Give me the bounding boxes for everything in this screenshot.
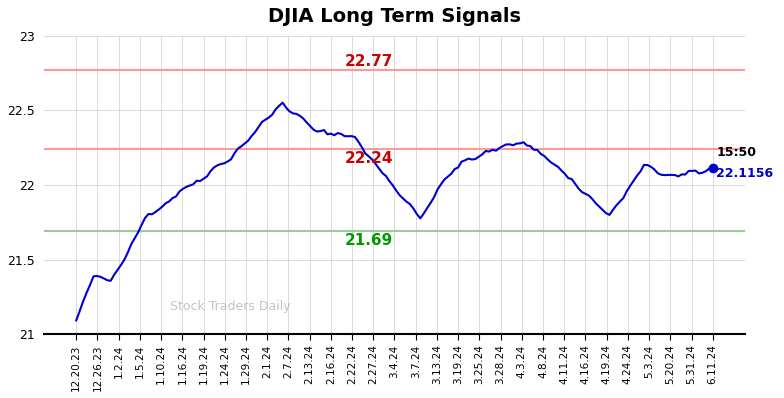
Text: 21.69: 21.69	[345, 233, 394, 248]
Text: 22.24: 22.24	[345, 150, 394, 166]
Text: Stock Traders Daily: Stock Traders Daily	[170, 300, 291, 313]
Text: 15:50: 15:50	[716, 146, 757, 159]
Text: 22.1156: 22.1156	[716, 167, 773, 179]
Text: 22.77: 22.77	[345, 54, 394, 69]
Title: DJIA Long Term Signals: DJIA Long Term Signals	[268, 7, 521, 26]
